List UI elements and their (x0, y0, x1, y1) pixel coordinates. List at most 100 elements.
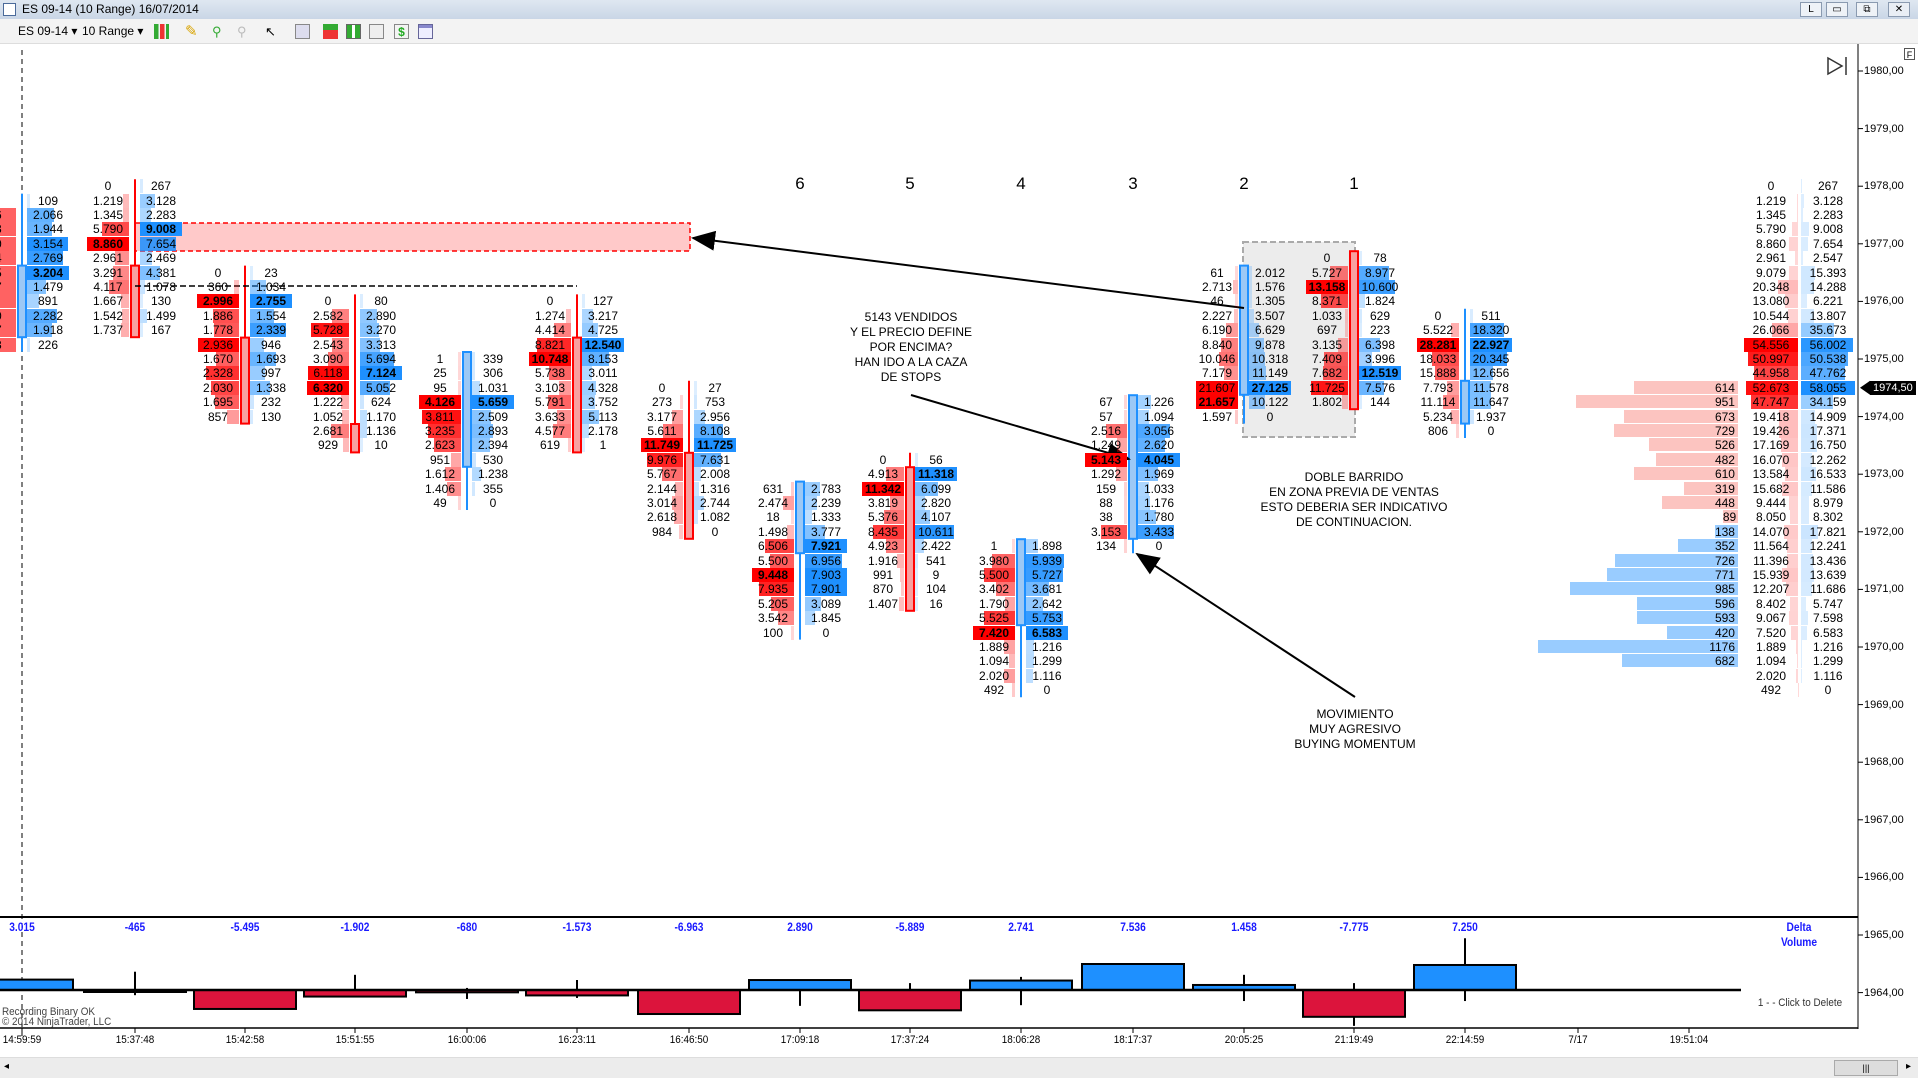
bar-chart-icon[interactable] (346, 24, 361, 39)
bid-volume-fill (419, 395, 461, 410)
bid-volume-fill (1124, 409, 1127, 424)
profile-ask-cell: 16.750 (1801, 438, 1855, 453)
ask-cell: 27.125 (1249, 380, 1291, 395)
profile-ask-cell: 12.241 (1801, 539, 1855, 554)
profile-ask-cell: 8.979 (1801, 496, 1855, 510)
ask-volume-fill (27, 236, 69, 251)
profile-bid-cell: 15.682 (1744, 481, 1798, 496)
bid-cell: 1.292 (1085, 467, 1127, 482)
ask-volume-text: 8.302 (1812, 510, 1844, 525)
ask-volume-fill (915, 452, 918, 467)
bid-cell: 4.126 (419, 395, 461, 410)
scroll-right-arrow[interactable]: ▸ (1906, 1061, 1912, 1072)
pointer-icon[interactable]: ↖ (265, 24, 276, 39)
profile-bid-cell: 7.520 (1744, 625, 1798, 640)
ask-volume-fill (1801, 568, 1814, 582)
profile-ask-cell: 2.283 (1801, 208, 1855, 222)
period-selector[interactable]: 10 Range ▾ (82, 24, 144, 38)
bid-volume-text: 30 (0, 309, 2, 323)
bid-volume-fill (662, 467, 683, 482)
bid-volume-text: 1.219 (92, 193, 124, 208)
ask-volume-fill (582, 395, 595, 410)
bid-volume-fill (662, 424, 683, 438)
profile-bid-cell: 13.080 (1744, 294, 1798, 309)
scroll-thumb[interactable]: ||| (1834, 1060, 1898, 1076)
bid-cell: 6.118 (307, 366, 349, 381)
bid-volume-fill (0, 208, 16, 222)
bid-cell: 3.235 (419, 424, 461, 438)
ask-cell: 1.479 (27, 280, 69, 294)
bid-volume-text: 7.682 (1311, 366, 1343, 381)
pencil-icon[interactable]: ✎ (185, 23, 198, 40)
ask-volume-fill (582, 424, 590, 438)
link-button[interactable]: L (1800, 2, 1822, 17)
candle-body (684, 451, 694, 540)
bid-volume-text: 2.996 (202, 294, 234, 309)
ask-cell: 2.422 (915, 539, 957, 554)
annotation-text: DE STOPS (880, 370, 942, 384)
bid-volume-fill (1220, 337, 1238, 352)
ask-volume-fill (250, 265, 253, 280)
bid-volume-fill (1329, 265, 1348, 280)
magnifier-icon[interactable] (295, 24, 310, 39)
instrument-selector[interactable]: ES 09-14 ▾ (18, 24, 78, 38)
bid-cell: 1.542 (87, 308, 129, 323)
ask-volume-fill (1026, 568, 1063, 582)
bid-cell (0, 194, 16, 208)
properties-icon[interactable] (418, 24, 433, 39)
bid-volume-fill (342, 409, 349, 424)
profile-ask-cell: 6.221 (1801, 294, 1855, 309)
bid-volume-text: 3.014 (646, 496, 678, 510)
bid-volume-fill (1784, 524, 1798, 539)
profile-bid-cell: 9.444 (1744, 496, 1798, 510)
order-icon[interactable] (323, 24, 338, 39)
ask-volume-fill (27, 294, 39, 309)
restore-button[interactable]: ⧉ (1856, 2, 1878, 17)
bid-volume-fill (1788, 496, 1798, 510)
bid-cell: 2.582 (307, 308, 349, 323)
chart-area[interactable]: 109362.066431.944103.154442.769253.20437… (0, 44, 1918, 1057)
bid-volume-fill (233, 280, 239, 294)
bid-volume-fill (791, 481, 794, 496)
ask-cell: 3.270 (360, 323, 402, 338)
close-button[interactable]: ✕ (1888, 2, 1910, 17)
bid-cell: 2.681 (307, 424, 349, 438)
candlestick-icon[interactable] (154, 24, 169, 39)
bid-volume-fill (0, 337, 16, 352)
time-axis-label: 15:42:58 (225, 1034, 265, 1046)
ask-cell: 3.089 (805, 596, 847, 611)
bid-cell: 631 (752, 481, 794, 496)
bid-volume-text: 18 (766, 510, 780, 525)
ask-cell: 2.642 (1026, 596, 1068, 611)
ask-cell: 5.659 (472, 395, 514, 410)
horizontal-scrollbar[interactable]: ◂ ||| ▸ (0, 1057, 1918, 1078)
ask-volume-text: 8.979 (1812, 496, 1844, 510)
zoom-in-icon[interactable]: ⚲ (212, 24, 222, 39)
minimize-button[interactable]: ▭ (1826, 2, 1848, 17)
scroll-left-arrow[interactable]: ◂ (4, 1061, 10, 1072)
bid-volume-text: 2.623 (424, 438, 456, 453)
ask-volume-fill (1801, 611, 1809, 626)
ask-volume-fill (1026, 654, 1035, 669)
bid-volume-fill (1344, 308, 1348, 323)
bid-volume-fill (308, 366, 349, 381)
bid-volume-text: 10.748 (531, 352, 569, 366)
indicator-icon[interactable] (369, 24, 384, 39)
ask-volume-fill (472, 467, 482, 482)
candle-body (1016, 538, 1026, 627)
bid-volume-fill (1753, 366, 1798, 381)
ask-volume-text: 47.762 (1809, 366, 1847, 381)
bid-cell: 0 (87, 179, 129, 193)
ask-volume-text: 7.901 (810, 582, 842, 597)
ask-cell: 1.576 (1249, 280, 1291, 294)
strategy-icon[interactable]: $ (394, 24, 409, 39)
bid-volume-fill (1450, 323, 1459, 338)
bid-volume-fill (898, 596, 904, 611)
profile-bid-cell: 19.426 (1744, 424, 1798, 438)
bid-volume-fill (331, 424, 349, 438)
ask-volume-fill (1801, 208, 1804, 222)
bid-cell: 11.114 (1417, 395, 1459, 410)
zoom-out-icon[interactable]: ⚲ (237, 24, 247, 39)
ask-volume-text: 6.398 (1364, 337, 1396, 352)
bid-cell: 3.819 (862, 496, 904, 510)
